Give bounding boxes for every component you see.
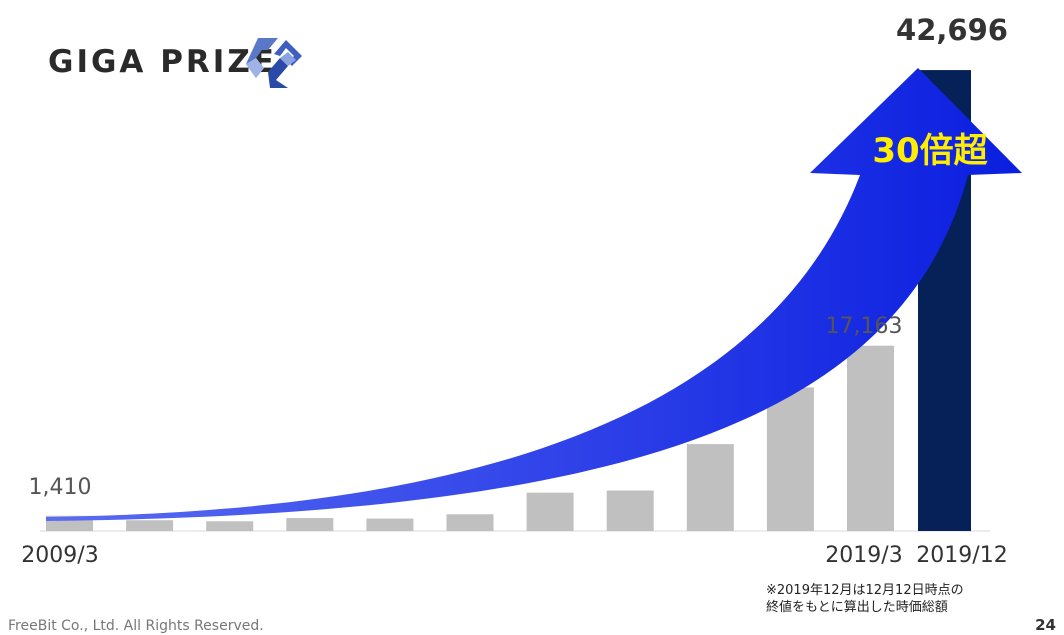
bar-2016-3 <box>606 490 654 531</box>
bar-2014-3 <box>446 514 494 531</box>
growth-arrow <box>46 68 1022 521</box>
bar-2012-3 <box>286 518 334 531</box>
x-tick-2019-3: 2019/3 <box>825 543 902 568</box>
data-label-2019-12: 42,696 <box>896 13 1008 47</box>
bar-2013-3 <box>366 518 414 531</box>
logo-text: GIGA PRIZE <box>48 44 277 80</box>
bar-2010-3 <box>126 520 174 531</box>
bar-2011-3 <box>206 521 254 531</box>
bar-2017-3 <box>686 444 734 531</box>
page-number: 24 <box>1035 616 1056 634</box>
footnote-line-2: 終値をもとに算出した時価総額 <box>766 600 948 615</box>
x-tick-2009-3: 2009/3 <box>21 543 98 568</box>
bar-2019-3 <box>847 345 894 531</box>
data-label-2019-3: 17,163 <box>826 314 903 339</box>
callout-30x: 30倍超 <box>872 131 988 171</box>
data-label-2009: 1,410 <box>29 475 92 500</box>
footnote-line-1: ※2019年12月は12月12日時点の <box>766 583 964 598</box>
copyright-text: FreeBit Co., Ltd. All Rights Reserved. <box>8 618 264 634</box>
gp-emblem-icon <box>246 38 302 88</box>
x-tick-2019-12: 2019/12 <box>916 543 1007 568</box>
footnote: ※2019年12月は12月12日時点の 終値をもとに算出した時価総額 <box>766 582 964 616</box>
bar-2018-3 <box>766 387 814 531</box>
bar-2015-3 <box>526 492 574 531</box>
